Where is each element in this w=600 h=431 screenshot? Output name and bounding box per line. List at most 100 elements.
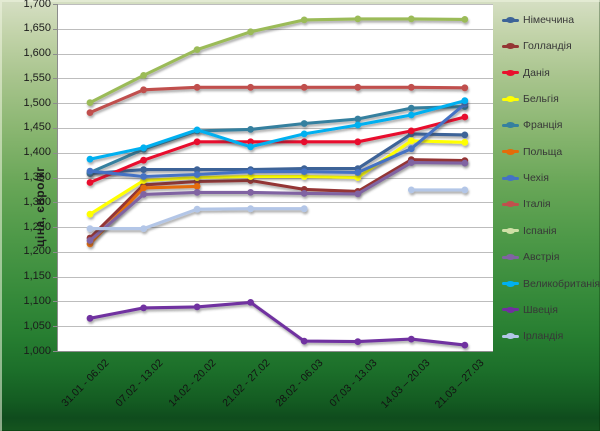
data-point-france xyxy=(407,104,415,112)
legend-marker-italy xyxy=(502,201,519,208)
y-tick-label: 1,550 xyxy=(23,71,51,84)
data-point-ireland xyxy=(407,186,415,194)
series-czechia xyxy=(86,100,469,180)
data-point-italy xyxy=(140,86,148,94)
series-uk xyxy=(86,97,469,163)
legend-label: Чехія xyxy=(523,172,549,185)
legend-label: Голландія xyxy=(523,40,572,53)
legend-item-holland: Голландія xyxy=(502,34,600,58)
data-point-france xyxy=(300,120,308,127)
y-tick-label: 1,650 xyxy=(23,22,51,35)
data-point-italy xyxy=(86,109,94,116)
data-point-france xyxy=(354,115,362,123)
data-point-uk xyxy=(354,121,362,129)
data-point-denmark xyxy=(140,156,148,164)
data-point-uk xyxy=(461,97,469,105)
data-point-czechia xyxy=(407,145,415,153)
y-tick-label: 1,150 xyxy=(23,270,51,283)
legend-marker-dot xyxy=(506,17,515,23)
y-tick-label: 1,500 xyxy=(23,96,51,109)
data-point-belgium xyxy=(407,137,415,145)
legend-item-poland: Польща xyxy=(502,140,600,164)
data-point-sweden xyxy=(247,299,255,306)
legend-label: Польща xyxy=(523,145,563,158)
legend-label: Ірландія xyxy=(523,330,564,343)
legend-item-belgium: Бельгія xyxy=(502,87,600,111)
data-point-belgium xyxy=(300,173,308,180)
legend-item-austria: Австрія xyxy=(502,245,600,269)
y-tick-label: 1,700 xyxy=(23,0,51,10)
legend-marker-sweden xyxy=(502,306,519,313)
legend-item-france: Франція xyxy=(502,113,600,137)
data-point-spain xyxy=(354,15,362,23)
y-tick-label: 1,400 xyxy=(23,146,51,159)
data-point-denmark xyxy=(86,179,94,186)
data-point-italy xyxy=(407,83,415,91)
data-point-austria xyxy=(247,189,255,196)
data-point-czechia xyxy=(354,169,362,176)
data-point-denmark xyxy=(193,138,201,146)
y-tick-label: 1,300 xyxy=(23,195,51,208)
legend-item-uk: Великобританія xyxy=(502,272,600,296)
legend-marker-austria xyxy=(502,254,519,261)
legend-label: Німеччина xyxy=(523,14,575,26)
series-austria xyxy=(86,159,469,244)
legend-marker-dot xyxy=(506,306,515,313)
data-point-spain xyxy=(140,72,148,79)
legend-marker-denmark xyxy=(502,69,519,76)
data-point-denmark xyxy=(300,138,308,146)
legend-label: Іспанія xyxy=(523,224,557,237)
series-spain xyxy=(86,15,469,106)
data-point-denmark xyxy=(407,127,415,135)
y-tick-label: 1,100 xyxy=(23,294,51,307)
data-point-spain xyxy=(407,15,415,23)
legend-item-ireland: Ірландія xyxy=(502,324,600,348)
data-point-italy xyxy=(461,84,469,92)
data-point-poland xyxy=(193,183,201,190)
legend-item-italy: Італія xyxy=(502,192,600,216)
data-point-uk xyxy=(86,155,94,163)
legend-item-czechia: Чехія xyxy=(502,166,600,190)
data-point-germany xyxy=(193,166,201,174)
data-point-belgium xyxy=(354,174,362,181)
data-point-italy xyxy=(300,83,308,91)
legend-item-denmark: Данія xyxy=(502,61,600,85)
legend-item-sweden: Швеція xyxy=(502,298,600,322)
legend-label: Австрія xyxy=(523,251,560,264)
series-ireland xyxy=(86,186,469,233)
data-point-italy xyxy=(247,83,255,91)
data-point-czechia xyxy=(86,167,94,175)
data-point-sweden xyxy=(354,338,362,345)
legend-marker-ireland xyxy=(502,333,519,340)
legend-marker-poland xyxy=(502,148,519,155)
legend-marker-dot xyxy=(506,280,515,287)
legend-marker-france xyxy=(502,122,519,129)
data-point-germany xyxy=(461,131,469,139)
data-point-uk xyxy=(407,111,415,119)
legend-item-germany: Німеччина xyxy=(502,8,600,32)
legend-marker-belgium xyxy=(502,96,519,103)
y-tick-label: 1,250 xyxy=(23,220,51,233)
data-point-czechia xyxy=(300,168,308,176)
y-tick-label: 1,450 xyxy=(23,121,51,134)
data-point-spain xyxy=(247,28,255,36)
data-point-sweden xyxy=(407,335,415,343)
legend-marker-czechia xyxy=(502,175,519,182)
legend-label: Великобританія xyxy=(523,277,600,290)
legend-label: Бельгія xyxy=(523,93,559,106)
data-point-poland xyxy=(140,184,148,192)
data-point-sweden xyxy=(140,304,148,312)
legend-marker-dot xyxy=(506,96,515,103)
y-tick-label: 1,350 xyxy=(23,171,51,183)
legend-label: Франція xyxy=(523,119,563,132)
data-point-czechia xyxy=(140,173,148,180)
data-point-czechia xyxy=(247,168,255,176)
data-point-uk xyxy=(140,144,148,152)
data-point-ireland xyxy=(461,186,469,194)
data-point-italy xyxy=(193,83,201,91)
data-point-czechia xyxy=(193,171,201,178)
legend-marker-dot xyxy=(506,43,515,50)
data-point-sweden xyxy=(193,303,201,311)
